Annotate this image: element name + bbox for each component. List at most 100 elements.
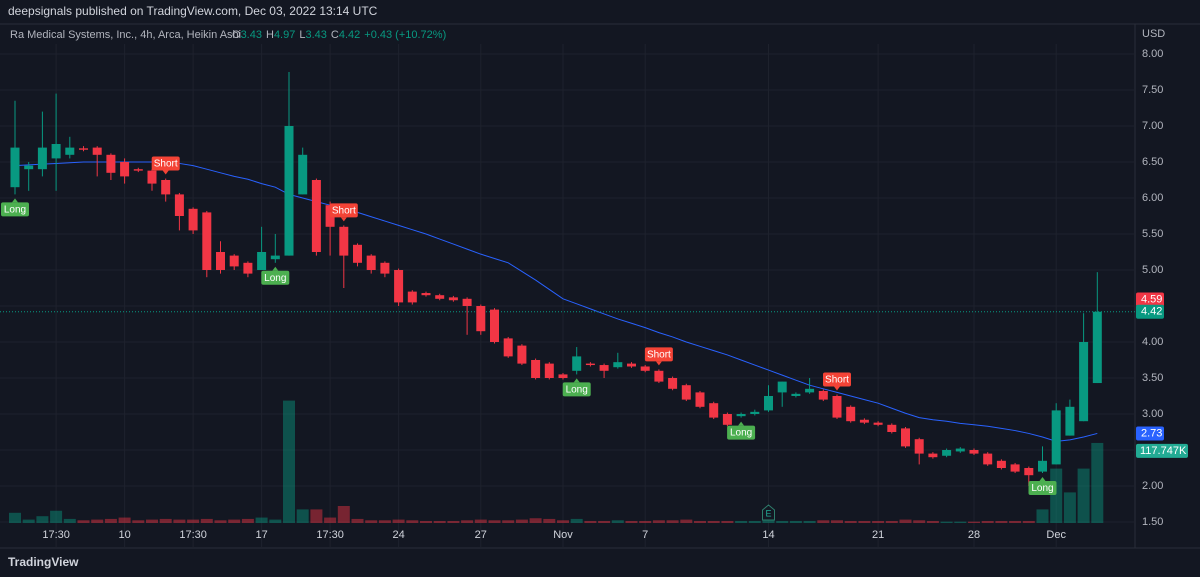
candle-body <box>996 460 1006 468</box>
candle-body <box>394 270 404 303</box>
y-tick-label: 7.00 <box>1142 120 1163 132</box>
volume-bar <box>1009 520 1022 523</box>
volume-bar <box>173 519 186 523</box>
candle-body <box>873 422 883 425</box>
candle-body <box>928 453 938 458</box>
volume-bar <box>1063 492 1076 523</box>
volume-bar <box>776 520 789 523</box>
y-tick-label: 6.50 <box>1142 156 1163 168</box>
signal-label: Short <box>825 375 849 386</box>
x-tick-label: 27 <box>475 529 487 541</box>
y-tick-label: 6.00 <box>1142 192 1163 204</box>
volume-bar <box>132 520 145 523</box>
candle-body <box>1065 406 1075 436</box>
volume-bar <box>721 520 734 523</box>
candle-body <box>188 208 198 231</box>
candle-body <box>257 252 267 270</box>
volume-bar <box>1091 442 1104 523</box>
x-tick-label: 28 <box>968 529 980 541</box>
signal-pointer <box>162 170 169 175</box>
candle-body <box>654 370 664 382</box>
candle-body <box>750 411 760 414</box>
volume-bar <box>557 520 569 523</box>
candle-body <box>10 147 20 188</box>
volume-bar <box>844 520 857 523</box>
volume-bar <box>515 519 528 523</box>
candle-body <box>558 374 568 378</box>
volume-badge-label: 117.747K <box>1140 445 1187 457</box>
volume-bar <box>680 519 693 523</box>
candle-body <box>832 396 842 418</box>
footer-brand: TradingView <box>8 555 79 569</box>
candle-body <box>1024 468 1034 476</box>
candle-body <box>983 453 993 465</box>
candle-body <box>627 363 636 367</box>
candle-body <box>37 147 47 170</box>
volume-bar <box>228 519 241 523</box>
volume-bar <box>296 509 309 523</box>
legend-value: 4.97 <box>274 29 295 41</box>
ohlc-legend: O3.43 H4.97 L3.43 C4.42 +0.43 (+10.72%) <box>232 29 446 41</box>
volume-bar <box>789 520 802 523</box>
volume-bar <box>543 518 556 523</box>
signal-pointer <box>834 386 840 391</box>
x-tick-label: Dec <box>1046 529 1066 541</box>
volume-bar <box>926 520 939 523</box>
candle-body <box>695 392 705 407</box>
volume-bar <box>461 520 474 523</box>
signal-pointer <box>12 198 18 203</box>
candle-body <box>24 165 34 170</box>
legend-key: H <box>266 29 274 41</box>
candle-body <box>722 414 732 425</box>
volume-bar <box>91 519 104 523</box>
legend-change: +0.43 (+10.72%) <box>364 29 446 41</box>
volume-bar <box>378 520 391 523</box>
candle-body <box>955 448 965 452</box>
volume-bar <box>420 520 432 523</box>
candle-body <box>503 338 513 357</box>
price-badge <box>1136 426 1164 441</box>
volume-bar <box>666 520 679 523</box>
volume-bar <box>241 518 254 523</box>
volume-bar <box>707 520 720 523</box>
volume-bar <box>598 520 611 523</box>
signal-label: Long <box>1031 483 1053 494</box>
candle-body <box>435 295 445 299</box>
volume-bar <box>817 520 830 523</box>
candle-body <box>777 381 787 393</box>
legend-key: L <box>299 29 305 41</box>
candle-body <box>476 306 486 332</box>
volume-bar <box>22 519 35 523</box>
candle-body <box>1079 342 1089 422</box>
x-tick-label: 14 <box>762 529 774 541</box>
candle-body <box>764 396 773 411</box>
signal-label: Short <box>647 350 671 361</box>
candle-body <box>243 262 253 274</box>
signal-label: Long <box>730 428 752 439</box>
signal-pointer <box>272 266 279 271</box>
price-badge <box>1136 292 1164 307</box>
candle-body <box>407 291 417 303</box>
y-tick-label: 3.50 <box>1142 372 1163 384</box>
signal-pointer <box>655 361 662 366</box>
volume-bar <box>392 519 405 523</box>
volume-bar <box>337 506 350 523</box>
volume-bar <box>940 521 953 523</box>
y-tick-label: 2.00 <box>1142 480 1163 492</box>
candle-body <box>709 403 719 418</box>
candle-body <box>270 255 280 260</box>
volume-bar <box>36 516 49 523</box>
volume-bar <box>954 521 967 523</box>
candle-body <box>736 414 746 417</box>
price-badge <box>1136 304 1164 319</box>
legend-value: 3.43 <box>305 29 326 41</box>
volume-bar <box>652 520 665 523</box>
candle-body <box>1051 410 1061 465</box>
earnings-label: E <box>765 508 771 518</box>
volume-bar <box>1022 520 1035 523</box>
candle-body <box>147 170 157 184</box>
volume-bar <box>899 519 912 523</box>
volume-bar <box>885 520 898 523</box>
